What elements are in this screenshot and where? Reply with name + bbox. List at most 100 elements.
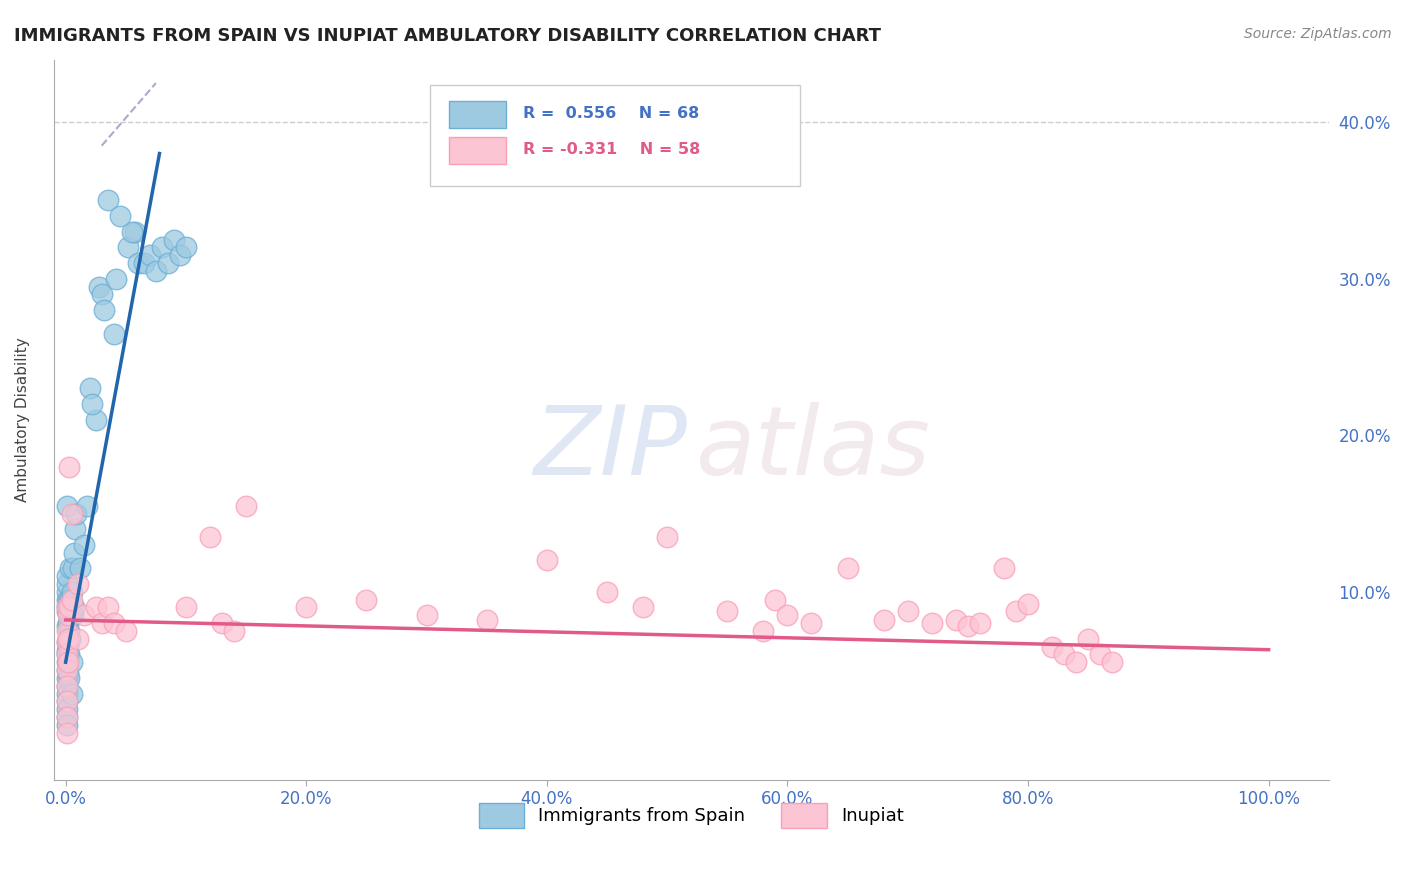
Point <box>56 635 79 649</box>
Point <box>56 655 79 669</box>
Point <box>63 600 86 615</box>
Point <box>969 616 991 631</box>
Point <box>56 694 79 708</box>
Point <box>56 635 79 649</box>
Point <box>1053 648 1076 662</box>
Point <box>56 725 79 739</box>
Point <box>536 553 558 567</box>
Point <box>752 624 775 638</box>
Point <box>56 679 79 693</box>
Text: ZIP: ZIP <box>533 402 688 495</box>
Point <box>56 710 79 724</box>
Point <box>103 326 125 341</box>
Text: Source: ZipAtlas.com: Source: ZipAtlas.com <box>1244 27 1392 41</box>
Point <box>945 613 967 627</box>
Point <box>1040 640 1063 654</box>
Point <box>58 624 80 638</box>
Point <box>58 671 80 685</box>
Point <box>655 530 678 544</box>
Y-axis label: Ambulatory Disability: Ambulatory Disability <box>15 337 30 502</box>
Point <box>93 303 115 318</box>
Point <box>56 702 79 716</box>
Point <box>132 256 155 270</box>
Point <box>56 592 79 607</box>
Point <box>114 624 136 638</box>
Point <box>84 412 107 426</box>
Point <box>105 271 128 285</box>
Point <box>65 507 87 521</box>
Point <box>56 632 79 646</box>
Point <box>73 538 96 552</box>
Point <box>235 499 257 513</box>
Point <box>63 546 86 560</box>
Point <box>56 718 79 732</box>
Point <box>1090 648 1112 662</box>
Text: atlas: atlas <box>695 402 929 495</box>
Point <box>56 666 79 681</box>
Point <box>76 499 98 513</box>
Point <box>59 608 82 623</box>
Point <box>156 256 179 270</box>
Point <box>69 561 91 575</box>
Point <box>56 569 79 583</box>
Point <box>124 225 146 239</box>
Point <box>56 608 79 623</box>
Point <box>1005 603 1028 617</box>
Point <box>222 624 245 638</box>
Point <box>59 632 82 646</box>
Point <box>800 616 823 631</box>
Point <box>59 561 82 575</box>
Point <box>56 710 79 724</box>
Point <box>62 561 84 575</box>
Point <box>475 613 498 627</box>
Point <box>56 632 79 646</box>
Point <box>1101 655 1123 669</box>
Point <box>56 644 79 658</box>
Point <box>56 694 79 708</box>
Point <box>62 608 84 623</box>
Point <box>56 648 79 662</box>
Point <box>150 240 173 254</box>
Point <box>97 194 120 208</box>
Point <box>56 663 79 677</box>
Point <box>415 608 437 623</box>
Point <box>56 499 79 513</box>
Point <box>56 603 79 617</box>
Point <box>60 686 83 700</box>
Point <box>56 577 79 591</box>
Text: IMMIGRANTS FROM SPAIN VS INUPIAT AMBULATORY DISABILITY CORRELATION CHART: IMMIGRANTS FROM SPAIN VS INUPIAT AMBULAT… <box>14 27 882 45</box>
Point <box>65 522 87 536</box>
Point <box>89 279 111 293</box>
Point <box>716 603 738 617</box>
Point <box>60 592 83 607</box>
Point <box>79 381 101 395</box>
FancyBboxPatch shape <box>430 85 800 186</box>
Point <box>921 616 943 631</box>
Point <box>90 616 112 631</box>
Point <box>117 240 139 254</box>
Point <box>56 599 79 613</box>
Point <box>60 655 83 669</box>
Point <box>596 584 619 599</box>
Point <box>993 561 1015 575</box>
Bar <box>449 101 506 128</box>
Point <box>56 584 79 599</box>
Point <box>58 459 80 474</box>
Bar <box>449 136 506 164</box>
Point <box>174 240 197 254</box>
Point <box>58 600 80 615</box>
Point <box>60 584 83 599</box>
Point <box>56 686 79 700</box>
Point <box>1077 632 1099 646</box>
Point <box>56 624 79 638</box>
Point <box>60 507 83 521</box>
Point <box>66 577 89 591</box>
Point <box>56 663 79 677</box>
Point <box>873 613 896 627</box>
Point <box>56 619 79 633</box>
Point <box>198 530 221 544</box>
Point <box>776 608 799 623</box>
Point <box>73 608 96 623</box>
Point <box>108 209 131 223</box>
Point <box>58 600 80 615</box>
